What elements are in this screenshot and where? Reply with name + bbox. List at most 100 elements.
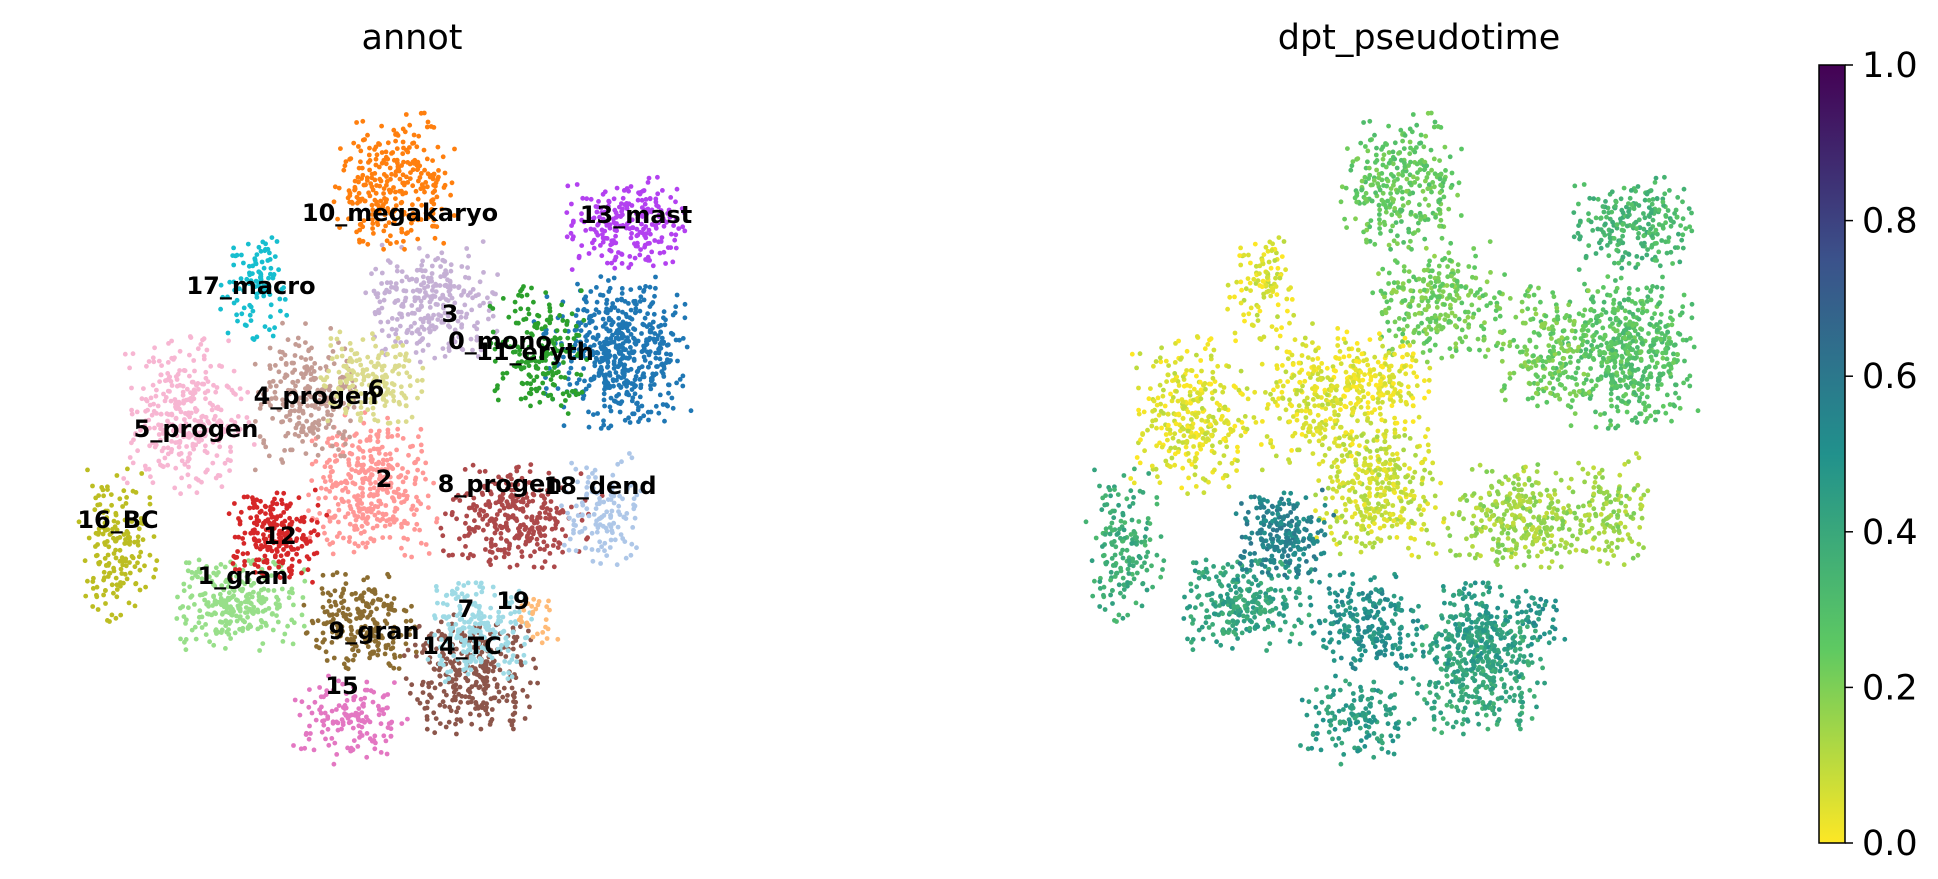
cell-point <box>282 352 288 358</box>
cell-point <box>592 360 598 366</box>
cell-point <box>389 601 394 607</box>
cell-point <box>426 505 431 510</box>
cell-point <box>574 380 580 386</box>
cell-point <box>401 145 406 151</box>
cell-point <box>282 631 288 637</box>
pseudotime-point <box>1663 410 1669 416</box>
cell-point <box>505 693 510 698</box>
cell-point <box>569 267 575 272</box>
cell-point <box>559 527 565 532</box>
cell-point <box>137 587 143 593</box>
cell-point <box>405 469 411 475</box>
cell-point <box>647 240 652 246</box>
cell-point <box>329 412 334 418</box>
cell-point <box>289 563 295 569</box>
cell-point <box>555 636 561 642</box>
cell-point <box>262 324 268 329</box>
cell-point <box>514 562 520 568</box>
cell-point <box>610 319 616 325</box>
cell-point <box>333 480 339 486</box>
pseudotime-point <box>1593 409 1598 415</box>
cell-point <box>505 640 511 646</box>
cell-point <box>355 502 360 508</box>
cell-point <box>171 357 176 362</box>
cell-point <box>250 308 256 314</box>
cell-point <box>550 543 556 548</box>
cell-point <box>425 493 431 499</box>
cell-point <box>408 444 413 450</box>
cell-point <box>372 746 378 752</box>
cell-point <box>668 195 674 200</box>
cell-point <box>581 307 587 312</box>
cell-point <box>174 616 180 621</box>
cell-point <box>540 380 546 386</box>
cell-point <box>331 761 337 767</box>
cell-point <box>90 483 95 489</box>
cell-point <box>122 351 128 357</box>
cell-point <box>548 377 554 382</box>
cell-point <box>403 403 409 408</box>
cell-point <box>385 258 391 263</box>
cell-point <box>466 505 472 511</box>
cell-point <box>534 536 540 542</box>
cell-point <box>377 183 383 189</box>
cell-point <box>463 544 468 549</box>
cell-point <box>342 163 348 169</box>
cell-point <box>456 581 461 586</box>
cell-point <box>415 395 420 401</box>
cell-point <box>561 423 567 429</box>
cell-point <box>197 592 203 598</box>
cell-point <box>237 608 243 614</box>
cell-point <box>323 621 329 627</box>
cell-point <box>228 604 234 610</box>
cell-point <box>343 572 348 577</box>
cell-point <box>263 241 268 247</box>
cell-point <box>594 529 600 535</box>
cell-point <box>565 411 571 416</box>
cell-point <box>260 609 266 614</box>
cell-point <box>365 241 371 247</box>
cell-point <box>432 730 438 736</box>
cell-point <box>528 553 533 559</box>
cell-point <box>101 592 106 598</box>
cell-point <box>181 614 187 619</box>
cell-point <box>634 545 639 551</box>
cell-point <box>142 563 147 569</box>
pseudotime-point <box>1669 418 1674 424</box>
cell-point <box>498 531 504 536</box>
cell-point <box>193 476 199 481</box>
cell-point <box>447 704 452 710</box>
cell-point <box>357 357 362 363</box>
cell-point <box>397 474 402 480</box>
cell-point <box>308 412 314 418</box>
cell-point <box>400 479 406 485</box>
cell-point <box>383 161 389 167</box>
cell-point <box>399 545 404 551</box>
pseudotime-point <box>1640 374 1646 379</box>
cell-point <box>575 307 581 313</box>
cell-point <box>347 341 353 346</box>
cell-point <box>446 553 452 558</box>
cell-point <box>165 371 171 376</box>
cell-point <box>148 474 153 480</box>
cell-point <box>154 387 159 393</box>
cell-point <box>231 368 237 374</box>
cell-point <box>454 731 459 737</box>
cell-point <box>510 497 516 503</box>
cell-point <box>341 586 346 592</box>
cell-point <box>470 462 476 468</box>
cell-point <box>178 636 183 642</box>
cell-point <box>437 673 443 679</box>
cell-point <box>356 717 361 723</box>
cell-point <box>620 370 626 376</box>
cell-point <box>593 325 599 331</box>
cell-point <box>621 347 627 353</box>
cluster-label: 18_dend <box>543 472 656 500</box>
cell-point <box>578 288 584 294</box>
cell-point <box>501 554 507 560</box>
cell-point <box>500 614 506 620</box>
cell-point <box>102 556 108 561</box>
cell-point <box>290 556 295 562</box>
cell-point <box>117 547 123 553</box>
cell-point <box>476 712 482 718</box>
